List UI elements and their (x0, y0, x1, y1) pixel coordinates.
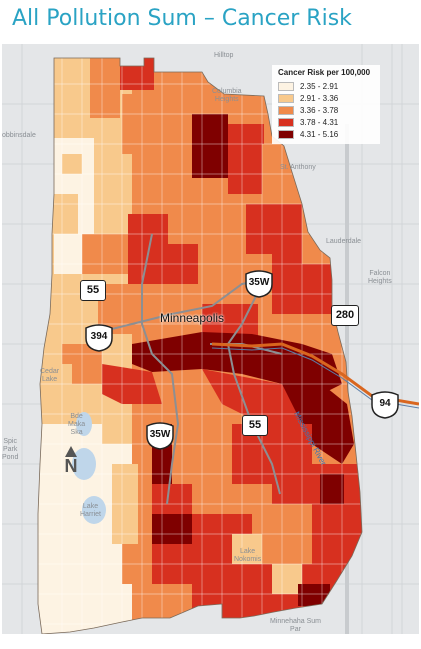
north-label: N (64, 456, 78, 476)
legend-swatch-2 (278, 93, 294, 103)
place-label-lake-nokomis: Lake Nokomis (234, 548, 262, 563)
tract (94, 118, 120, 174)
legend-item: 3.78 - 4.31 (278, 116, 374, 128)
tract (202, 369, 302, 424)
legend-item: 4.31 - 5.16 (278, 128, 374, 140)
place-label-st-anthony: St. Anthony (280, 164, 316, 171)
place-label-falcon-heights: Falcon Heights (368, 270, 392, 285)
place-label-lake-harriet: Lake Harriet (80, 503, 102, 518)
legend-swatch-3 (278, 105, 294, 115)
city-boundary (37, 57, 363, 634)
highway-shield-mn280: 280 (331, 305, 359, 326)
highway-shield-i35w-north: 35W (244, 268, 274, 298)
highway-label: 94 (379, 398, 391, 409)
tract (142, 284, 202, 324)
tract (62, 154, 82, 174)
tract (54, 58, 90, 138)
highway-label: 35W (149, 429, 171, 440)
tract (192, 194, 246, 254)
highway-label: 394 (90, 331, 108, 342)
place-label-minnehaha: Minnehaha Sum Par (270, 618, 321, 633)
interstate-shield-icon (371, 391, 399, 419)
tract (320, 474, 344, 504)
place-label-lauderdale: Lauderdale (326, 238, 362, 245)
place-label-left-edge: Spic Park Pond (2, 438, 19, 461)
lake-harriet (82, 496, 106, 524)
legend-item: 2.91 - 3.36 (278, 92, 374, 104)
legend: Cancer Risk per 100,000 2.35 - 2.91 2.91… (272, 65, 380, 144)
north-arrow-icon (65, 446, 77, 457)
legend-swatch-1 (278, 81, 294, 91)
highway-shield-us55-north: 55 (80, 280, 106, 301)
legend-swatch-4 (278, 117, 294, 127)
place-label-bde-maka-ska: Bde Maka Ska (68, 413, 86, 436)
place-label-cedar-lake: Cedar Lake (40, 368, 60, 383)
tract (162, 144, 192, 194)
legend-title: Cancer Risk per 100,000 (278, 68, 371, 77)
lake-cedar (76, 412, 92, 436)
lake-bde-maka-ska (72, 448, 96, 480)
interstate-shield-icon (146, 422, 174, 450)
tract-boundaries (38, 58, 362, 634)
highway-shield-i35w-south: 35W (145, 420, 175, 450)
tract (232, 484, 272, 514)
legend-item: 3.36 - 3.78 (278, 104, 374, 116)
place-label-columbia-heights: Columbia Heights (212, 88, 242, 103)
lake-nokomis (238, 546, 258, 562)
tract (192, 114, 228, 178)
legend-label: 2.91 - 3.36 (300, 93, 339, 103)
tract (54, 194, 78, 234)
legend-item: 2.35 - 2.91 (278, 80, 374, 92)
highway-shield-i94: 94 (370, 389, 400, 419)
tract (228, 124, 264, 194)
tract (152, 514, 192, 544)
tract (272, 564, 302, 594)
place-label-hilltop: Hilltop (214, 52, 234, 59)
tract (126, 62, 148, 84)
highway-shield-i394: 394 (84, 322, 114, 352)
legend-label: 4.31 - 5.16 (300, 129, 339, 139)
interstate-shield-icon (85, 324, 113, 352)
tract (152, 484, 192, 514)
legend-label: 3.78 - 4.31 (300, 117, 339, 127)
tract (192, 424, 232, 514)
highway-label: 35W (248, 277, 270, 288)
tract (90, 58, 120, 118)
north-arrow: N (63, 446, 79, 475)
legend-swatch-5 (278, 129, 294, 139)
tract (246, 204, 302, 254)
slide-title: All Pollution Sum – Cancer Risk (12, 6, 352, 31)
legend-label: 3.36 - 3.78 (300, 105, 339, 115)
tract (122, 94, 146, 154)
legend-label: 2.35 - 2.91 (300, 81, 339, 91)
tract (82, 234, 132, 274)
highway-shield-us55-south: 55 (242, 415, 268, 436)
place-label-robbinsdale: obbinsdale (2, 132, 36, 139)
interstate-shield-icon (245, 270, 273, 298)
city-label-minneapolis: Minneapolis (160, 311, 225, 325)
